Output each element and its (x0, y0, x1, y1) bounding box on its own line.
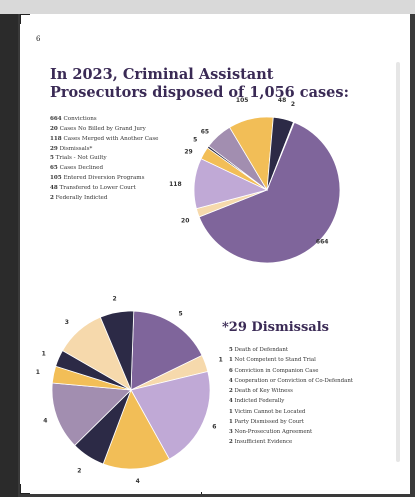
data-label-conviction-in-companion-case: 6 (212, 424, 216, 431)
data-label-dismissals: 29 (184, 149, 192, 156)
dismissals-heading: *29 Dismissals (222, 320, 329, 335)
legend-item-federally-indicted: 2 Federally Indicted (50, 194, 159, 204)
legend-item-cases-merged-with-another-case: 118 Cases Merged with Another Case (50, 135, 159, 145)
crop-mark (20, 493, 30, 494)
data-label-victim-cannot-be-located: 1 (36, 369, 40, 376)
item-label: Dismissals* (57, 145, 93, 152)
item-label: Cases Merged with Another Case (61, 135, 159, 142)
data-label-not-competent-to-stand-trial: 1 (219, 356, 223, 363)
item-label: Convictions (61, 116, 97, 122)
item-count: 1 (229, 418, 233, 425)
crop-mark (20, 14, 21, 24)
pie-slice-indicted-federally (51, 382, 132, 446)
item-label: Cooperation or Conviction of Co-Defendan… (232, 377, 353, 384)
item-count: 4 (229, 398, 233, 405)
reason-item-cooperation-or-conviction-of-co-defendant: 4 Cooperation or Conviction of Co-Defend… (229, 376, 353, 386)
data-label-trials-not-guilty: 5 (193, 137, 197, 144)
case-disposition-list: 664 Convictions 20 Cases No Billed by Gra… (50, 115, 159, 204)
item-count: 664 (50, 116, 62, 122)
item-count: 6 (229, 367, 233, 374)
item-count: 2 (229, 439, 233, 446)
pie-slice-conviction-in-companion-case (130, 371, 211, 460)
data-label-death-of-defendant: 5 (179, 311, 183, 318)
page-number: 6 (36, 35, 41, 43)
legend-item-transfered-to-lower-court: 48 Transfered to Lower Court (50, 184, 159, 194)
crop-mark (20, 484, 21, 494)
item-count: 29 (50, 145, 58, 152)
data-label-cooperation-or-conviction-of-co-defendant: 4 (136, 478, 140, 485)
item-label: Death of Key Witness (232, 388, 293, 394)
item-label: Death of Defendant (232, 347, 288, 353)
pie-slice-convictions (198, 121, 341, 264)
reason-item-indicted-federally: 4 Indicted Federally (229, 396, 353, 406)
crop-mark (201, 492, 202, 494)
dismissals-pie: 5 1 6 4 2 4 1 1 3 2 (36, 296, 223, 485)
crop-mark (20, 14, 30, 15)
item-label: Transfered to Lower Court (57, 184, 136, 191)
item-label: Cases Declined (57, 165, 104, 172)
item-count: 2 (229, 388, 233, 394)
item-count: 1 (229, 357, 233, 364)
data-label-cases-declined: 65 (201, 129, 209, 136)
legend-item-entered-diversion-programs: 105 Entered Diversion Programs (50, 174, 159, 184)
item-label: Federally Indicted (53, 194, 108, 201)
item-count: 118 (50, 135, 62, 142)
reason-item-non-prosecution-agreement: 3 Non-Prosecution Agreement (229, 427, 353, 437)
data-label-non-prosecution-agreement: 3 (65, 319, 69, 326)
legend-item-trials-not-guilty: 5 Trials - Not Guilty (50, 154, 159, 164)
reason-item-death-of-key-witness: 2 Death of Key Witness (229, 386, 353, 396)
item-count: 2 (50, 194, 54, 201)
page-headline: In 2023, Criminal Assistant Prosecutors … (50, 66, 349, 101)
dismissal-reasons-list: 5 Death of Defendant 1 Not Competent to S… (229, 345, 353, 448)
item-label: Party Dismissed by Court (232, 418, 304, 425)
reason-item-death-of-defendant: 5 Death of Defendant (229, 345, 353, 355)
item-label: Victim Cannot be Located (232, 408, 306, 415)
item-label: Conviction in Companion Case (232, 367, 319, 374)
item-label: Trials - Not Guilty (53, 155, 107, 162)
data-label-insufficient-evidence: 2 (113, 296, 117, 303)
item-count: 48 (50, 184, 58, 191)
item-count: 3 (229, 429, 233, 435)
item-count: 65 (50, 165, 58, 172)
pie-slice-federally-indicted (266, 121, 295, 191)
legend-item-convictions: 664 Convictions (50, 115, 159, 125)
item-label: Insufficient Evidence (232, 439, 293, 446)
scrollbar[interactable] (396, 62, 400, 462)
data-label-party-dismissed-by-court: 1 (42, 350, 46, 357)
item-label: Non-Prosecution Agreement (232, 429, 313, 435)
pie-slice-cooperation-or-conviction-of-co-defendant (102, 389, 170, 470)
item-count: 5 (50, 155, 54, 162)
reason-item-not-competent-to-stand-trial: 1 Not Competent to Stand Trial (229, 355, 353, 365)
data-label-entered-diversion-programs: 105 (236, 97, 249, 104)
data-label-death-of-key-witness: 2 (77, 467, 81, 474)
item-count: 5 (229, 347, 233, 353)
pie-slice-insufficient-evidence (99, 310, 135, 391)
reason-item-party-dismissed-by-court: 1 Party Dismissed by Court (229, 417, 353, 427)
data-label-indicted-federally: 4 (43, 418, 47, 425)
reason-item-insufficient-evidence: 2 Insufficient Evidence (229, 437, 353, 447)
legend-item-dismissals: 29 Dismissals* (50, 145, 159, 155)
data-label-transfered-to-lower-court: 48 (278, 97, 286, 104)
item-label: Entered Diversion Programs (61, 175, 145, 182)
reason-item-victim-cannot-be-located: 1 Victim Cannot be Located (229, 407, 353, 417)
legend-item-cases-declined: 65 Cases Declined (50, 164, 159, 174)
case-disposition-pie: 664 20 118 295 65 105 48 2 (169, 97, 341, 264)
pie-slice-death-of-defendant (130, 310, 203, 391)
reason-item-conviction-in-companion-case: 6 Conviction in Companion Case (229, 366, 353, 376)
viewer-toolbar (0, 0, 415, 14)
item-count: 1 (229, 408, 233, 415)
data-label-convictions: 664 (316, 239, 329, 246)
item-count: 20 (50, 125, 58, 132)
data-label-cases-merged-with-another-case: 118 (169, 181, 182, 188)
item-label: Cases No Billed by Grand Jury (57, 125, 146, 132)
legend-item-cases-no-billed-by-grand-jury: 20 Cases No Billed by Grand Jury (50, 125, 159, 135)
item-count: 4 (229, 377, 233, 384)
item-label: Indicted Federally (232, 398, 285, 405)
data-label-cases-no-billed-by-grand-jury: 20 (181, 217, 189, 224)
item-count: 105 (50, 175, 62, 182)
data-label-federally-indicted: 2 (291, 101, 295, 108)
item-label: Not Competent to Stand Trial (232, 357, 316, 364)
